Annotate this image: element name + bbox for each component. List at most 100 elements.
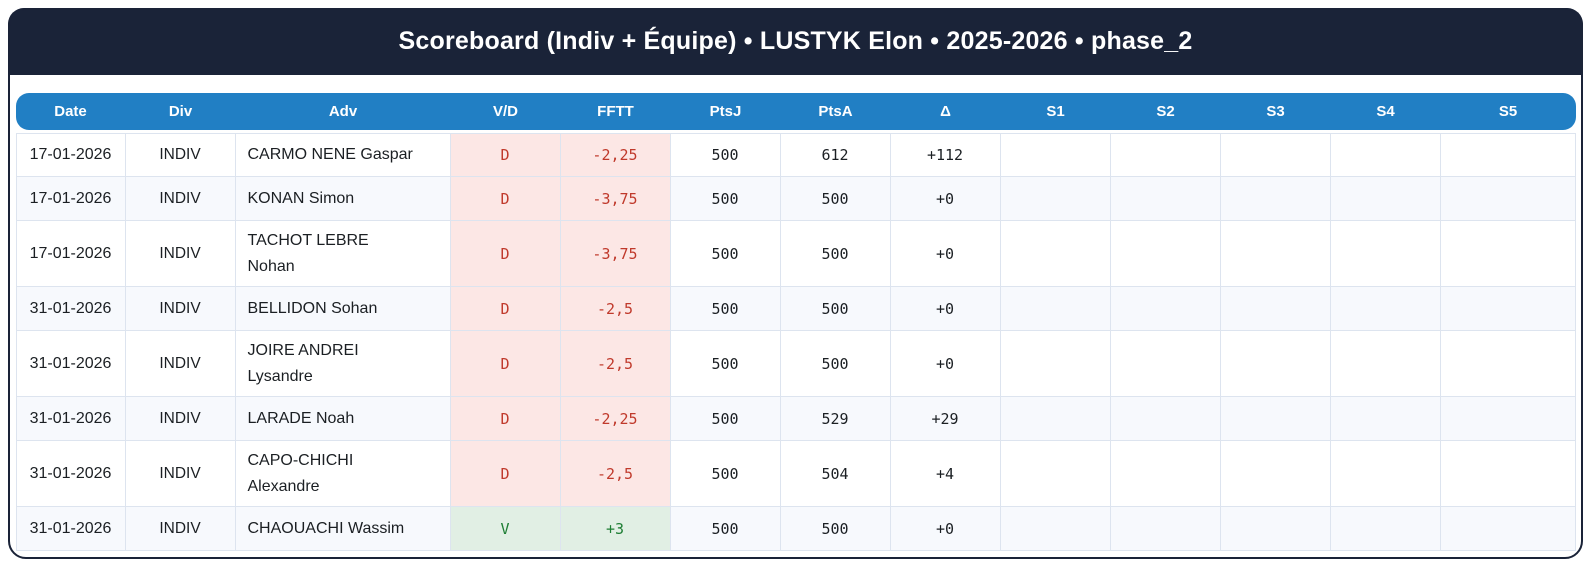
table-row: 31-01-2026 INDIV LARADE Noah D -2,25 500…	[15, 397, 1576, 441]
results-table: 17-01-2026 INDIV CARMO NENE Gaspar D -2,…	[15, 133, 1576, 551]
cell-s4	[1330, 331, 1441, 397]
cell-fftt: -2,5	[560, 331, 671, 397]
cell-ptsj: 500	[670, 441, 781, 507]
scoreboard-card: Scoreboard (Indiv + Équipe) • LUSTYK Elo…	[8, 8, 1583, 559]
cell-ptsj: 500	[670, 287, 781, 331]
cell-date: 31-01-2026	[15, 441, 126, 507]
cell-vd: V	[450, 507, 561, 551]
cell-s5	[1440, 331, 1576, 397]
cell-fftt: -2,25	[560, 133, 671, 177]
cell-s4	[1330, 507, 1441, 551]
cell-delta: +0	[890, 287, 1001, 331]
table-row: 31-01-2026 INDIV BELLIDON Sohan D -2,5 5…	[15, 287, 1576, 331]
cell-fftt: -2,25	[560, 397, 671, 441]
cell-delta: +0	[890, 507, 1001, 551]
cell-s1	[1000, 221, 1111, 287]
table-header-row: Date Div Adv V/D FFTT PtsJ PtsA Δ S1 S2 …	[15, 93, 1576, 130]
cell-fftt: -2,5	[560, 441, 671, 507]
cell-s1	[1000, 287, 1111, 331]
cell-s1	[1000, 331, 1111, 397]
cell-div: INDIV	[125, 441, 236, 507]
cell-ptsa: 500	[780, 507, 891, 551]
cell-delta: +112	[890, 133, 1001, 177]
cell-fftt: -2,5	[560, 287, 671, 331]
cell-s4	[1330, 133, 1441, 177]
cell-s4	[1330, 397, 1441, 441]
cell-s4	[1330, 221, 1441, 287]
cell-div: INDIV	[125, 177, 236, 221]
column-header-adv: Adv	[328, 103, 358, 120]
column-header-fftt: FFTT	[597, 103, 634, 120]
cell-adv: CAPO-CHICHI Alexandre	[235, 441, 451, 507]
cell-ptsj: 500	[670, 397, 781, 441]
cell-delta: +29	[890, 397, 1001, 441]
cell-s5	[1440, 397, 1576, 441]
cell-fftt: +3	[560, 507, 671, 551]
cell-div: INDIV	[125, 287, 236, 331]
cell-adv: KONAN Simon	[235, 177, 451, 221]
page-title: Scoreboard (Indiv + Équipe) • LUSTYK Elo…	[398, 27, 1193, 55]
cell-ptsa: 529	[780, 397, 891, 441]
cell-ptsa: 500	[780, 221, 891, 287]
column-header-ptsj: PtsJ	[709, 103, 742, 120]
cell-s5	[1440, 287, 1576, 331]
cell-div: INDIV	[125, 133, 236, 177]
cell-s1	[1000, 133, 1111, 177]
table-row: 17-01-2026 INDIV CARMO NENE Gaspar D -2,…	[15, 133, 1576, 177]
cell-vd: D	[450, 177, 561, 221]
cell-s2	[1110, 331, 1221, 397]
column-header-ptsa: PtsA	[818, 103, 853, 120]
column-header-date: Date	[54, 103, 87, 120]
cell-s2	[1110, 507, 1221, 551]
cell-delta: +4	[890, 441, 1001, 507]
scoreboard-table: Date Div Adv V/D FFTT PtsJ PtsA Δ S1 S2 …	[15, 93, 1576, 551]
cell-date: 17-01-2026	[15, 221, 126, 287]
cell-delta: +0	[890, 177, 1001, 221]
cell-s2	[1110, 397, 1221, 441]
cell-ptsj: 500	[670, 507, 781, 551]
cell-s5	[1440, 221, 1576, 287]
column-header-s3: S3	[1266, 103, 1285, 120]
table-row: 17-01-2026 INDIV TACHOT LEBRE Nohan D -3…	[15, 221, 1576, 287]
cell-adv: CHAOUACHI Wassim	[235, 507, 451, 551]
cell-s5	[1440, 133, 1576, 177]
cell-div: INDIV	[125, 221, 236, 287]
cell-delta: +0	[890, 331, 1001, 397]
cell-s3	[1220, 287, 1331, 331]
cell-s4	[1330, 177, 1441, 221]
cell-ptsj: 500	[670, 221, 781, 287]
cell-s3	[1220, 133, 1331, 177]
cell-adv: CARMO NENE Gaspar	[235, 133, 451, 177]
cell-adv: LARADE Noah	[235, 397, 451, 441]
cell-ptsa: 500	[780, 287, 891, 331]
cell-vd: D	[450, 221, 561, 287]
cell-date: 31-01-2026	[15, 287, 126, 331]
column-header-s4: S4	[1376, 103, 1395, 120]
table-row: 17-01-2026 INDIV KONAN Simon D -3,75 500…	[15, 177, 1576, 221]
cell-delta: +0	[890, 221, 1001, 287]
cell-fftt: -3,75	[560, 177, 671, 221]
cell-s3	[1220, 441, 1331, 507]
cell-s2	[1110, 441, 1221, 507]
cell-vd: D	[450, 441, 561, 507]
cell-s3	[1220, 397, 1331, 441]
cell-date: 31-01-2026	[15, 397, 126, 441]
column-header-s1: S1	[1046, 103, 1065, 120]
cell-adv: TACHOT LEBRE Nohan	[235, 221, 451, 287]
cell-div: INDIV	[125, 331, 236, 397]
cell-ptsa: 504	[780, 441, 891, 507]
table-row: 31-01-2026 INDIV CAPO-CHICHI Alexandre D…	[15, 441, 1576, 507]
cell-s4	[1330, 441, 1441, 507]
cell-s5	[1440, 177, 1576, 221]
cell-ptsa: 500	[780, 331, 891, 397]
cell-s3	[1220, 177, 1331, 221]
cell-date: 31-01-2026	[15, 507, 126, 551]
cell-vd: D	[450, 331, 561, 397]
cell-div: INDIV	[125, 397, 236, 441]
cell-ptsa: 500	[780, 177, 891, 221]
cell-s3	[1220, 507, 1331, 551]
cell-ptsj: 500	[670, 331, 781, 397]
column-header-s5: S5	[1498, 103, 1518, 120]
cell-s5	[1440, 507, 1576, 551]
table-row: 31-01-2026 INDIV CHAOUACHI Wassim V +3 5…	[15, 507, 1576, 551]
